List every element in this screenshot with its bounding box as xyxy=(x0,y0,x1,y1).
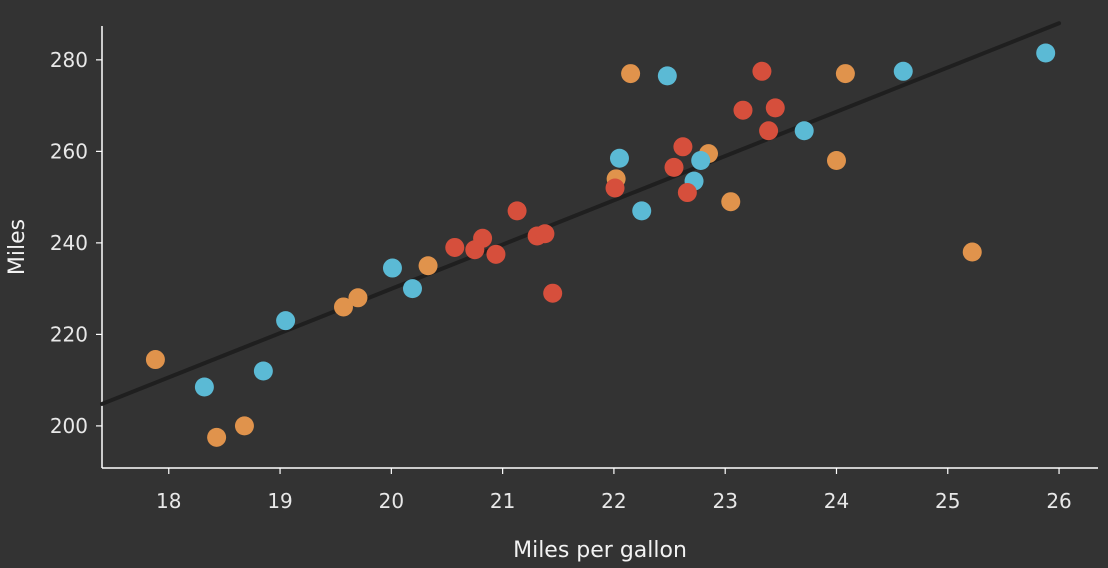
y-tick-label: 220 xyxy=(50,322,88,346)
data-point xyxy=(348,288,368,308)
data-point xyxy=(721,192,741,212)
data-point xyxy=(962,242,982,262)
data-point xyxy=(632,201,652,221)
data-point xyxy=(253,361,273,381)
data-point xyxy=(207,427,227,447)
data-point xyxy=(765,98,785,118)
data-point xyxy=(382,258,402,278)
y-tick-label: 260 xyxy=(50,139,88,163)
x-tick-label: 25 xyxy=(935,489,960,513)
x-tick-label: 26 xyxy=(1046,489,1071,513)
data-point xyxy=(543,283,563,303)
data-point xyxy=(234,416,254,436)
x-tick-label: 19 xyxy=(267,489,292,513)
x-tick-label: 21 xyxy=(490,489,515,513)
x-tick-label: 23 xyxy=(712,489,737,513)
data-point xyxy=(535,224,555,244)
data-point xyxy=(835,64,855,84)
data-point xyxy=(657,66,677,86)
x-tick-label: 24 xyxy=(824,489,849,513)
data-point xyxy=(145,350,165,370)
data-point xyxy=(759,121,779,141)
data-point xyxy=(418,256,438,276)
data-point xyxy=(893,61,913,81)
data-point xyxy=(691,151,711,171)
data-point xyxy=(333,297,353,317)
points-layer xyxy=(145,43,1056,447)
data-point xyxy=(826,151,846,171)
y-tick-label: 280 xyxy=(50,48,88,72)
data-point xyxy=(664,157,684,177)
data-point xyxy=(1036,43,1056,63)
y-axis-title: Miles xyxy=(5,219,30,275)
data-point xyxy=(673,137,693,157)
trendline xyxy=(100,21,1062,406)
data-point xyxy=(402,279,422,299)
trendline-layer xyxy=(100,21,1062,406)
data-point xyxy=(677,183,697,203)
data-point xyxy=(276,311,296,331)
axes: 18 19 20 21 22 23 24 25 26 200 220 240 260 280 xyxy=(50,26,1098,513)
x-axis-title: Miles per gallon xyxy=(513,538,687,563)
data-point xyxy=(507,201,527,221)
data-point xyxy=(621,64,641,84)
x-tick-label: 22 xyxy=(601,489,626,513)
data-point xyxy=(733,100,753,120)
data-point xyxy=(194,377,214,397)
data-point xyxy=(445,237,465,257)
x-tick-label: 20 xyxy=(379,489,404,513)
x-tick-label: 18 xyxy=(156,489,181,513)
data-point xyxy=(752,61,772,81)
data-point xyxy=(473,228,493,248)
y-tick-label: 200 xyxy=(50,414,88,438)
data-point xyxy=(609,148,629,168)
data-point xyxy=(794,121,814,141)
data-point xyxy=(605,178,625,198)
data-point xyxy=(486,244,506,264)
y-tick-label: 240 xyxy=(50,231,88,255)
